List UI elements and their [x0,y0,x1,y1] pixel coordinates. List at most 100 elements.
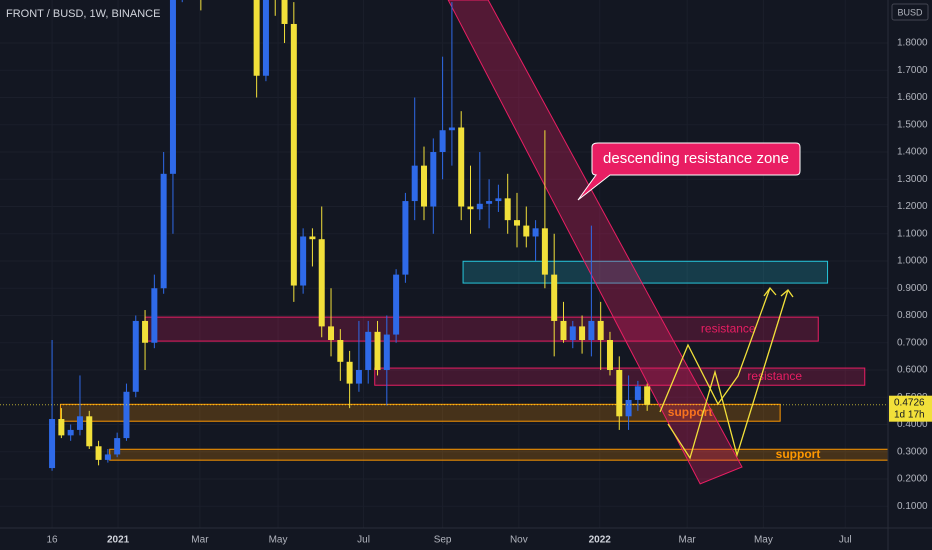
candle-body [458,127,465,207]
candle-body [411,165,418,202]
y-axis-label: BUSD [897,7,923,17]
candle-body [541,228,548,275]
y-tick-label: 1.3000 [897,174,928,185]
candle-body [467,206,474,210]
x-tick-label: 16 [47,535,59,546]
countdown-label: 1d 17h [894,409,925,420]
callout: descending resistance zone [577,142,801,201]
y-tick-label: 0.9000 [897,283,928,294]
candle-body [114,438,121,455]
projection [659,286,794,460]
zone-label: resistance [747,369,802,383]
x-tick-label: Mar [679,535,697,546]
callout-text: descending resistance zone [603,150,789,167]
candle-body [337,340,344,362]
candle-body [262,0,269,76]
candle-body [132,320,139,392]
candle-body [476,203,483,210]
candle-body [579,326,586,341]
candle-body [309,236,316,240]
x-tick-label: Jul [839,535,852,546]
candle-body [616,369,623,417]
x-tick-label: May [754,535,773,546]
candle-body [86,416,93,447]
candle-body [318,239,325,327]
candle-body [151,288,158,343]
candle-body [532,228,539,237]
y-tick-label: 1.8000 [897,38,928,49]
candle-body [58,419,65,436]
y-tick-label: 0.2000 [897,474,928,485]
candle-body [142,320,149,343]
y-tick-label: 1.5000 [897,119,928,130]
candle-body [430,152,437,207]
x-tick-label: 2022 [589,535,612,546]
y-tick-label: 0.3000 [897,446,928,457]
candle-body [486,201,493,204]
y-tick-label: 1.0000 [897,256,928,267]
y-tick-label: 1.4000 [897,147,928,158]
candle-body [67,429,74,436]
candle-body [588,320,595,341]
currency-box [891,3,929,21]
candle-body [300,236,307,286]
x-tick-label: Jul [357,535,370,546]
y-tick-label: 0.8000 [897,310,928,321]
y-tick-label: 1.7000 [897,65,928,76]
candle-body [383,334,390,370]
chart-title: FRONT / BUSD, 1W, BINANCE [6,8,160,20]
zones: resistance resistance support support [59,0,888,485]
x-tick-label: Nov [510,535,528,546]
zone [462,260,829,284]
candle-body [644,386,651,405]
candle-body [123,391,130,439]
candle-body [439,130,446,153]
candle-body [374,331,381,370]
last-price-label: 0.4726 [894,397,925,408]
axes: 0.10000.20000.30000.40000.50000.60000.70… [47,38,932,546]
candles [0,0,888,471]
candle-body [104,454,111,460]
candle-body [281,0,288,24]
candle-body [393,274,400,335]
candle-body [346,361,353,384]
candle-body [448,127,455,131]
candle-body [402,201,409,275]
candle-body [160,173,167,289]
candle-body [76,416,83,430]
candle-body [328,326,335,341]
candle-body [495,198,502,202]
arrow-head [780,289,794,298]
y-tick-label: 1.1000 [897,228,928,239]
y-tick-label: 1.6000 [897,92,928,103]
candle-body [169,0,176,174]
x-tick-label: May [269,535,288,546]
candle-body [597,320,604,341]
candle-body [365,331,372,370]
y-tick-label: 0.6000 [897,365,928,376]
x-tick-label: Mar [191,535,209,546]
candle-body [569,326,576,341]
zone [109,448,888,461]
zone-label: resistance [701,321,756,335]
candle-body [253,0,260,76]
callout-box [577,142,801,201]
candle-body [606,340,613,370]
y-tick-label: 0.1000 [897,501,928,512]
candle-body [513,220,520,226]
candle-body [95,446,102,460]
last-price-box [889,395,932,422]
candle-body [49,419,56,469]
channel [447,0,743,485]
candle-body [523,225,530,237]
candle-body [560,320,567,341]
candle-body [551,274,558,321]
x-tick-label: 2021 [107,535,130,546]
zone-label: support [776,447,821,461]
candle-body [290,23,297,286]
arrow-head [763,286,777,297]
y-tick-label: 1.2000 [897,201,928,212]
